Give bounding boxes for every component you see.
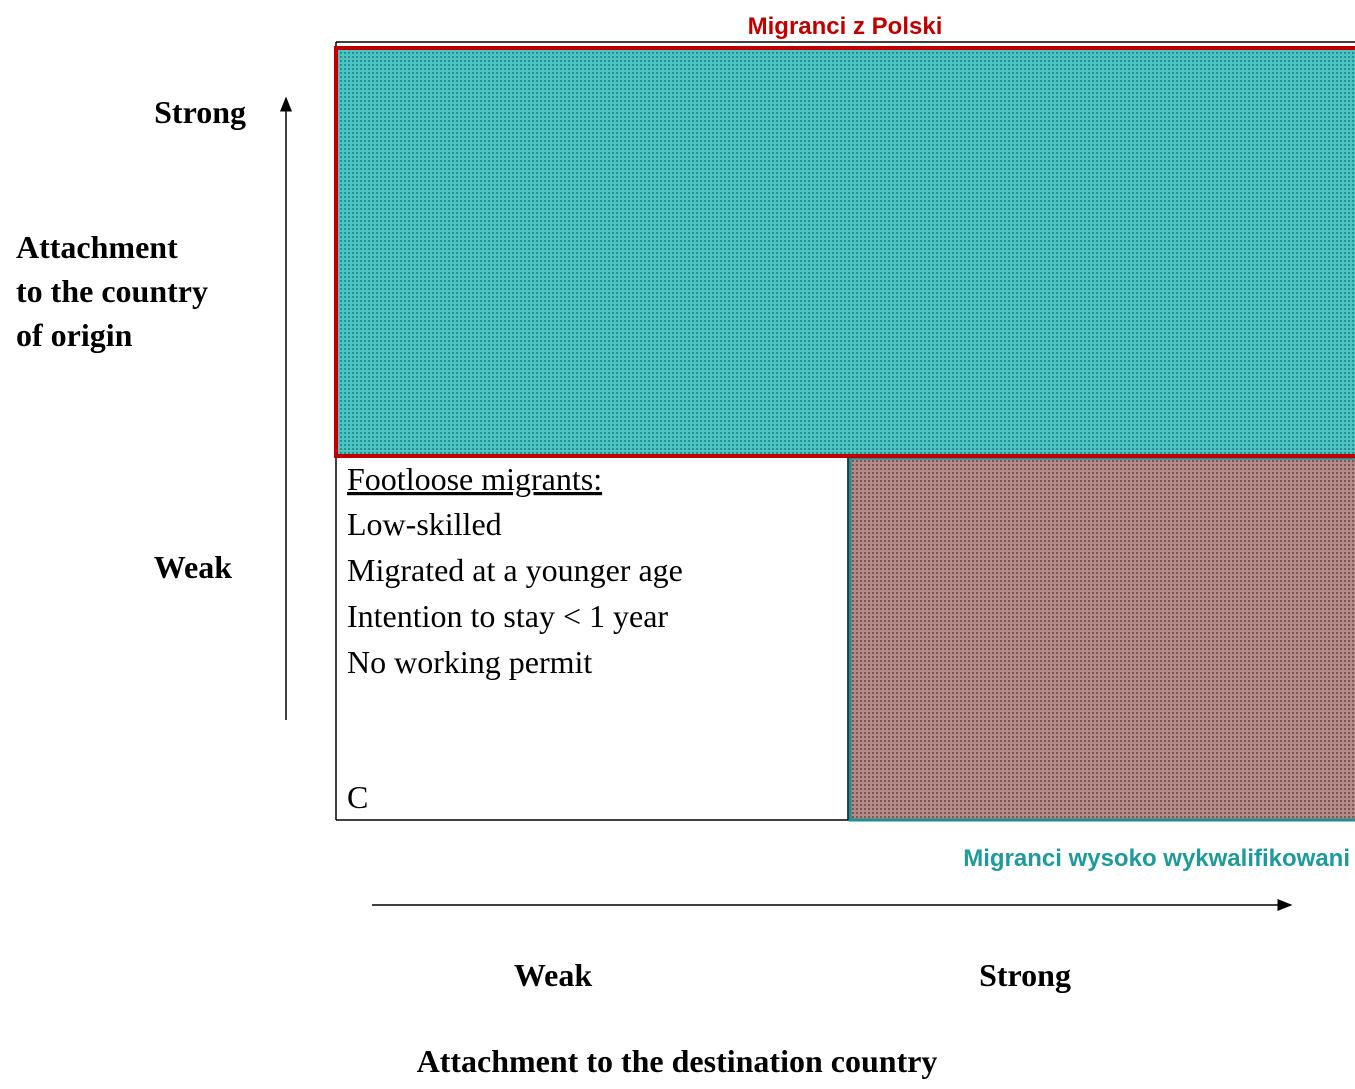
cell-line: Low-skilled (347, 506, 502, 542)
y-strong: Strong (154, 94, 246, 130)
y-axis-label: Attachment to the country of origin (16, 229, 208, 353)
polish-area (334, 46, 1355, 458)
y-weak: Weak (154, 549, 232, 585)
x-weak: Weak (514, 957, 592, 993)
top-label: Migranci z Polski (748, 13, 943, 40)
cell-line: Intention to stay < 1 year (347, 598, 668, 634)
cell-lines: Low-skilled Migrated at a younger age Inte… (347, 506, 683, 680)
cell-title: Footloose migrants: (347, 461, 602, 497)
y-axis-label-line: of origin (16, 317, 133, 353)
bottom-label: Migranci wysoko wykwalifikowani (963, 845, 1350, 872)
highskilled-area (848, 456, 1355, 822)
cell-letter: C (347, 779, 368, 815)
x-strong: Strong (979, 957, 1071, 993)
cell-line: Migrated at a younger age (347, 552, 683, 588)
y-axis-label-line: Attachment (16, 229, 178, 265)
x-axis-label: Attachment to the destination country (417, 1043, 938, 1079)
y-axis-label-line: to the country (16, 273, 208, 309)
cell-line: No working permit (347, 644, 592, 680)
